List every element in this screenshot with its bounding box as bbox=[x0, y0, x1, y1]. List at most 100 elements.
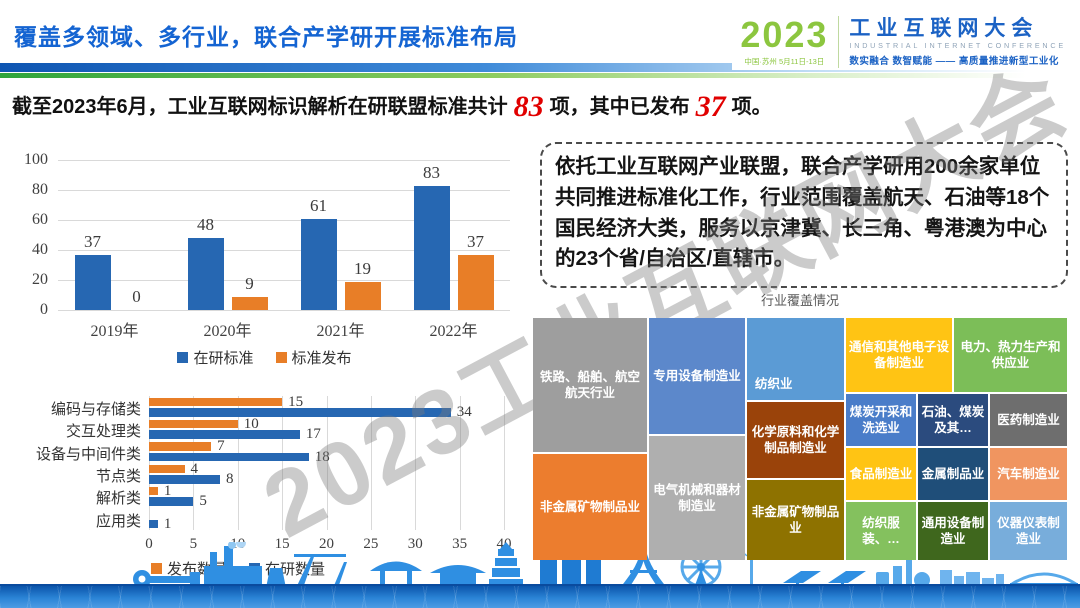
logo-divider bbox=[838, 16, 840, 68]
x-axis-tick: 15 bbox=[274, 536, 290, 552]
h-bar bbox=[149, 475, 220, 484]
legend-item: 标准发布 bbox=[275, 347, 352, 368]
gridline bbox=[415, 396, 417, 530]
y-axis-tick: 20 bbox=[32, 271, 48, 288]
y-axis-tick: 60 bbox=[32, 211, 48, 228]
h-bar bbox=[149, 442, 212, 451]
bar-value-label: 37 bbox=[84, 231, 101, 251]
treemap-cell: 专用设备制造业 bbox=[649, 318, 745, 434]
column-bar bbox=[300, 218, 337, 310]
bar-value-label: 83 bbox=[423, 162, 440, 182]
x-axis-tick: 5 bbox=[189, 536, 198, 552]
bar-value-label: 8 bbox=[226, 471, 234, 487]
bar-value-label: 19 bbox=[354, 258, 371, 278]
bar-value-label: 1 bbox=[163, 515, 172, 532]
treemap-cell: 非金属矿物制品业 bbox=[747, 480, 844, 560]
h-bar bbox=[149, 486, 158, 496]
x-axis-tick: 25 bbox=[363, 536, 379, 552]
subtitle-prefix: 截至2023年6月，工业互联网标识解析在研联盟标准共计 bbox=[12, 96, 508, 118]
gridline bbox=[282, 396, 284, 530]
treemap-title: 行业覆盖情况 bbox=[760, 293, 839, 308]
y-axis-tick: 100 bbox=[24, 151, 48, 168]
legend-item: 在研标准 bbox=[177, 347, 254, 368]
industry-coverage-treemap: 行业覆盖情况 铁路、船舶、航空航天行业 非金属矿物制品业 专用设备制造业 电气机械和器… bbox=[533, 290, 1067, 562]
h-bar bbox=[149, 430, 300, 439]
treemap-cell: 金属制品业 bbox=[918, 448, 988, 500]
bar-value-label: 1 bbox=[163, 482, 172, 499]
logo-name-block: 工业互联网大会 INDUSTRIAL INTERNET CONFERENCE 数… bbox=[849, 17, 1066, 67]
category-label: 应用类 bbox=[95, 513, 141, 530]
h-bar bbox=[149, 497, 194, 506]
bar-value-label: 10 bbox=[243, 415, 259, 432]
page-title: 覆盖多领域、多行业，联合产学研开展标准布局 bbox=[14, 24, 518, 50]
logo-year-block: 2023 中国·苏州 5月11日-13日 bbox=[740, 17, 828, 67]
bar-value-label: 48 bbox=[197, 215, 214, 234]
treemap-cell: 纺织服装、… bbox=[846, 502, 916, 560]
gridline bbox=[58, 280, 510, 281]
bar-value-label: 9 bbox=[245, 273, 254, 293]
bar-value-label: 61 bbox=[310, 195, 327, 215]
y-axis-tick: 40 bbox=[32, 241, 48, 258]
h-bar bbox=[149, 464, 185, 473]
treemap-cell: 煤炭开采和洗选业 bbox=[846, 394, 916, 446]
legend-swatch bbox=[150, 563, 162, 574]
treemap-cells: 铁路、船舶、航空航天行业 非金属矿物制品业 专用设备制造业 电气机械和器材制造业 纺织业… bbox=[533, 314, 1067, 560]
bar-value-label: 4 bbox=[190, 460, 199, 477]
category-label: 交互处理类 bbox=[65, 424, 141, 441]
category-label: 节点类 bbox=[95, 469, 141, 485]
bar-value-label: 37 bbox=[467, 231, 484, 251]
standards-by-year-column-chart: 0 20 40 60 80 100 2019年 37 0 2020年 48 9 2021年 61 19 202… bbox=[12, 146, 517, 374]
city-skyline-graphic bbox=[133, 542, 1078, 588]
conference-logo: 2023 中国·苏州 5月11日-13日 工业互联网大会 INDUSTRIAL … bbox=[732, 14, 1074, 70]
logo-name-en: INDUSTRIAL INTERNET CONFERENCE bbox=[849, 41, 1066, 51]
footer-band bbox=[0, 584, 1080, 608]
gridline bbox=[459, 396, 461, 530]
bar-value-label: 17 bbox=[305, 426, 321, 443]
x-axis-tick: 30 bbox=[407, 536, 423, 552]
legend-swatch bbox=[177, 352, 189, 363]
standards-by-category-bar-chart: 0510152025303540编码与存储类1534交互处理类1017设备与中间… bbox=[8, 392, 513, 582]
h-bar bbox=[149, 519, 158, 529]
x-axis-tick: 2021年 bbox=[316, 323, 365, 340]
header-rule-blue bbox=[0, 63, 1080, 72]
gridline bbox=[58, 310, 510, 311]
subtitle-suffix: 项。 bbox=[731, 96, 772, 118]
gridline bbox=[58, 190, 510, 191]
gridline bbox=[326, 396, 328, 530]
subtitle-mid: 项，其中已发布 bbox=[549, 96, 690, 118]
bar-value-label: 5 bbox=[199, 493, 207, 510]
chart-legend: 在研标准 标准发布 bbox=[12, 347, 517, 368]
x-axis-tick: 2019年 bbox=[90, 323, 139, 340]
gridline bbox=[58, 250, 510, 251]
x-axis-tick: 0 bbox=[145, 536, 153, 552]
gridline bbox=[370, 396, 372, 530]
gridline bbox=[237, 396, 239, 530]
treemap-cell: 医药制造业 bbox=[990, 394, 1067, 446]
total-standards-count: 83 bbox=[513, 90, 544, 123]
column-bar bbox=[231, 296, 268, 310]
x-axis-tick: 2020年 bbox=[203, 323, 252, 340]
logo-year: 2023 bbox=[740, 14, 829, 55]
x-axis-tick: 2022年 bbox=[429, 323, 478, 340]
h-bar bbox=[149, 452, 309, 462]
treemap-cell: 通信和其他电子设备制造业 bbox=[846, 318, 952, 392]
bar-value-label: 18 bbox=[314, 448, 330, 465]
column-bar bbox=[187, 238, 224, 310]
key-figures-line: 截至2023年6月，工业互联网标识解析在研联盟标准共计 83 项，其中已发布 37 项。 bbox=[12, 90, 1074, 124]
treemap-cell: 汽车制造业 bbox=[990, 448, 1067, 500]
published-standards-count: 37 bbox=[695, 90, 726, 123]
bar-value-label: 7 bbox=[217, 438, 225, 455]
column-bar bbox=[457, 254, 494, 310]
h-bar bbox=[149, 419, 238, 429]
h-bar bbox=[149, 408, 451, 417]
treemap-cell: 电力、热力生产和供应业 bbox=[954, 318, 1067, 392]
treemap-cell: 化学原料和化学制品制造业 bbox=[747, 402, 844, 478]
legend-swatch bbox=[275, 352, 287, 363]
treemap-cell: 石油、煤炭及其… bbox=[918, 394, 988, 446]
category-label: 编码与存储类 bbox=[50, 402, 141, 418]
column-bar bbox=[413, 185, 450, 310]
gridline bbox=[504, 396, 505, 530]
header-rule-green bbox=[0, 73, 1080, 78]
treemap-cell: 食品制造业 bbox=[846, 448, 916, 500]
